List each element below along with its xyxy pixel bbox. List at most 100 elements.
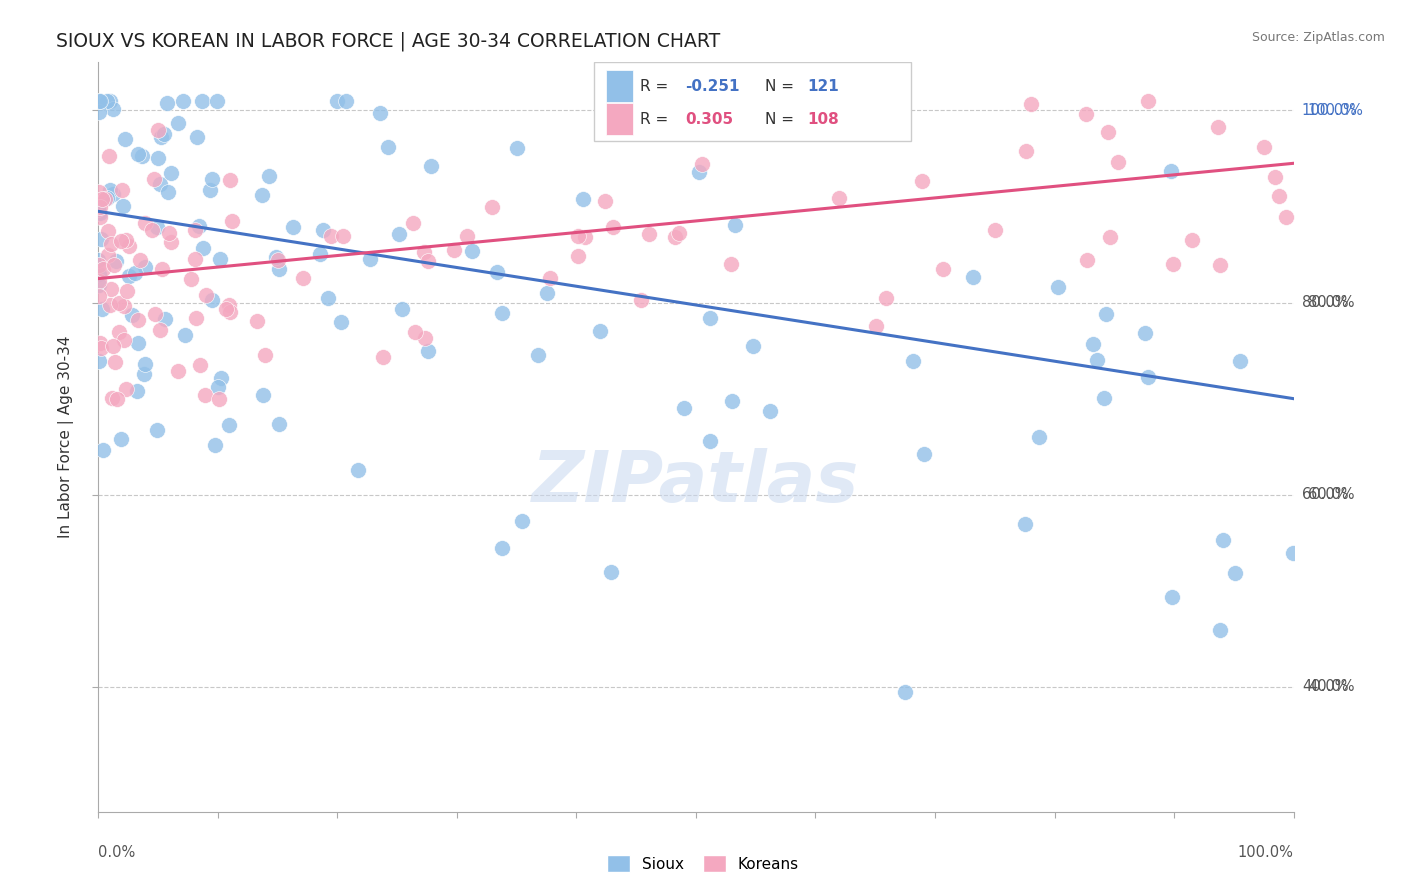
Point bbox=[724, 218, 747, 232]
Point bbox=[316, 291, 339, 305]
Point bbox=[1268, 189, 1291, 203]
Point bbox=[1107, 155, 1129, 169]
Point bbox=[124, 266, 146, 280]
Point bbox=[97, 248, 120, 262]
Point bbox=[108, 325, 131, 339]
Point bbox=[1097, 125, 1119, 139]
Point bbox=[134, 367, 156, 381]
Point bbox=[1094, 307, 1116, 321]
Point bbox=[412, 245, 434, 260]
Point bbox=[101, 391, 124, 405]
Point bbox=[89, 335, 111, 350]
Point bbox=[865, 318, 887, 333]
Point bbox=[194, 387, 217, 401]
Point bbox=[267, 262, 290, 277]
Text: SIOUX VS KOREAN IN LABOR FORCE | AGE 30-34 CORRELATION CHART: SIOUX VS KOREAN IN LABOR FORCE | AGE 30-… bbox=[56, 31, 720, 51]
FancyBboxPatch shape bbox=[595, 62, 911, 141]
Point bbox=[699, 434, 721, 448]
Point bbox=[527, 348, 550, 362]
Point bbox=[1281, 546, 1303, 560]
Point bbox=[191, 242, 214, 256]
Point bbox=[1014, 517, 1036, 532]
Point bbox=[207, 380, 229, 394]
Point bbox=[602, 220, 624, 235]
Text: N =: N = bbox=[765, 78, 799, 94]
Text: 80.0%: 80.0% bbox=[1308, 295, 1354, 310]
Point bbox=[1206, 120, 1229, 135]
Point bbox=[796, 114, 818, 128]
Point bbox=[491, 541, 513, 555]
Point bbox=[115, 234, 138, 248]
Point bbox=[962, 270, 984, 285]
Point bbox=[108, 296, 131, 310]
Point bbox=[89, 258, 111, 272]
Point bbox=[668, 226, 690, 240]
Point bbox=[309, 246, 332, 260]
Point bbox=[129, 252, 152, 267]
Point bbox=[101, 339, 124, 353]
Point bbox=[486, 265, 509, 279]
Point bbox=[93, 443, 115, 458]
Point bbox=[574, 230, 596, 244]
Point bbox=[146, 423, 169, 437]
Point bbox=[87, 104, 110, 119]
Text: 0.305: 0.305 bbox=[685, 112, 734, 127]
Point bbox=[664, 230, 686, 244]
Point bbox=[1209, 623, 1232, 637]
Point bbox=[413, 331, 436, 345]
Point bbox=[96, 191, 118, 205]
Point bbox=[127, 147, 149, 161]
Point bbox=[184, 310, 207, 325]
Point bbox=[681, 101, 703, 115]
Point bbox=[402, 216, 425, 230]
Point bbox=[134, 260, 156, 275]
Point bbox=[567, 228, 589, 243]
Point bbox=[221, 214, 243, 228]
Point bbox=[209, 370, 232, 384]
Point bbox=[204, 437, 226, 451]
Point bbox=[218, 417, 240, 432]
Point bbox=[218, 298, 240, 312]
Point bbox=[172, 94, 194, 108]
Point bbox=[191, 94, 214, 108]
Point bbox=[983, 223, 1005, 237]
Point bbox=[420, 160, 443, 174]
Point bbox=[131, 149, 153, 163]
Point bbox=[100, 237, 122, 252]
Point bbox=[1133, 326, 1156, 340]
Point bbox=[167, 364, 190, 378]
Point bbox=[875, 291, 897, 305]
Point bbox=[90, 341, 112, 355]
Point bbox=[160, 166, 183, 180]
Point bbox=[335, 94, 357, 108]
Point bbox=[115, 382, 138, 396]
Point bbox=[167, 116, 190, 130]
Point bbox=[127, 384, 149, 399]
Point bbox=[205, 94, 228, 108]
Point bbox=[218, 305, 240, 319]
Point bbox=[97, 224, 120, 238]
Point bbox=[150, 261, 173, 276]
Point bbox=[1092, 392, 1115, 406]
Point bbox=[96, 94, 118, 108]
Point bbox=[110, 432, 132, 446]
Point bbox=[215, 301, 238, 316]
Point bbox=[1015, 145, 1038, 159]
Point bbox=[160, 235, 183, 249]
Point bbox=[491, 306, 513, 320]
Point bbox=[1229, 353, 1251, 368]
Point bbox=[111, 199, 134, 213]
Point bbox=[89, 94, 111, 108]
Point bbox=[156, 96, 179, 111]
Point bbox=[1212, 533, 1234, 548]
Point bbox=[1076, 107, 1098, 121]
Point bbox=[127, 313, 149, 327]
Point bbox=[112, 333, 135, 347]
Point bbox=[110, 234, 132, 248]
Point bbox=[359, 252, 381, 266]
Point bbox=[1161, 256, 1184, 270]
Point bbox=[593, 194, 616, 208]
Point bbox=[100, 282, 122, 296]
Point bbox=[1081, 336, 1104, 351]
Point bbox=[252, 388, 274, 402]
